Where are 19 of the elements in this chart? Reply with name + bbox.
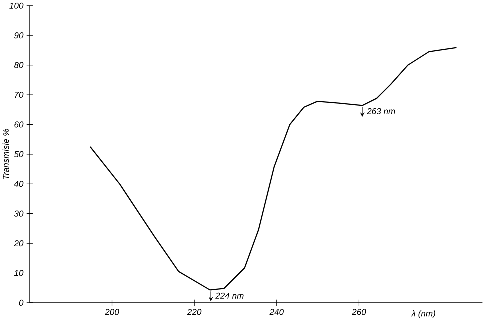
y-tick-label: 100 xyxy=(10,2,24,9)
x-tick-label: 240 xyxy=(270,309,284,316)
y-tick-label: 50 xyxy=(14,151,24,158)
x-axis-title: λ (nm) xyxy=(411,310,436,318)
y-tick-label: 80 xyxy=(14,62,24,68)
x-tick-label: 200 xyxy=(105,309,120,316)
x-tick-label: 260 xyxy=(352,309,366,316)
y-tick-label: 40 xyxy=(14,180,24,188)
x-tick-label: 220 xyxy=(187,309,202,316)
annotation: 224 nm xyxy=(216,292,244,299)
y-tick-label: 30 xyxy=(14,210,24,217)
y-axis-title: Transmisie % xyxy=(2,129,10,180)
annotation: 263 nm xyxy=(367,108,396,114)
y-tick-label: 10 xyxy=(14,270,24,276)
y-tick-label: 0 xyxy=(19,300,24,306)
y-tick-label: 20 xyxy=(14,240,24,246)
y-tick-label: 60 xyxy=(14,122,24,128)
y-tick-label: 70 xyxy=(15,92,24,98)
y-tick-label: 90 xyxy=(14,32,24,39)
